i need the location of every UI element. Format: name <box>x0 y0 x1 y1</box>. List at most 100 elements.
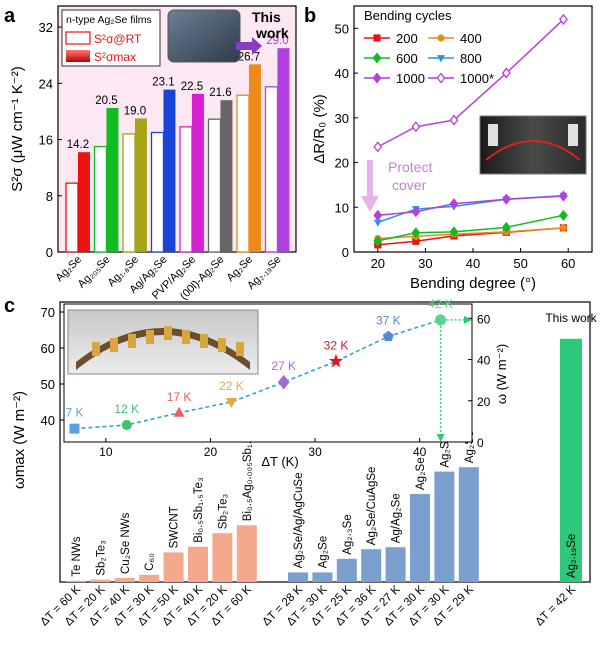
bar <box>139 574 160 582</box>
data-point <box>373 141 383 153</box>
bar <box>212 533 233 582</box>
data-point <box>412 237 420 245</box>
legend-label-rt: S²σ@RT <box>94 32 142 46</box>
inset-point-label: 37 K <box>376 313 401 327</box>
bar-rt <box>65 182 79 253</box>
inset-x-tick-label: 20 <box>204 445 218 459</box>
x-tick-label: 40 <box>466 256 480 271</box>
legend-title: n-type Ag₂Se films <box>66 14 152 26</box>
inset-x-tick-label: 30 <box>308 445 322 459</box>
data-point <box>449 198 459 210</box>
y-tick-label: 60 <box>41 341 55 356</box>
legend-label: 800 <box>460 51 482 66</box>
legend-marker <box>437 34 445 42</box>
data-point <box>373 235 383 247</box>
inset-point <box>121 420 132 431</box>
legend-marker <box>372 52 382 64</box>
data-point <box>559 190 568 202</box>
y-axis-label: S²σ (μW cm⁻¹ K⁻²) <box>9 66 26 191</box>
legend-label-max: S²σmax <box>94 50 136 64</box>
bar-rt <box>179 126 193 253</box>
y-tick-label: 0 <box>46 245 53 260</box>
data-point <box>449 226 459 238</box>
inset-y-tick-label: 20 <box>477 395 491 409</box>
y-tick-label: 24 <box>39 76 53 91</box>
this-work-label: This <box>252 9 281 25</box>
x-tick-label: 20 <box>371 256 385 271</box>
bar <box>458 467 479 582</box>
inset-point-label: 42 K <box>428 297 453 311</box>
data-point <box>501 67 511 79</box>
bar <box>188 546 208 582</box>
x-tick-label: Ag₂₀₅Se <box>76 254 113 291</box>
bar-label: Te NWs <box>71 536 83 577</box>
y-tick-label: 30 <box>335 111 349 126</box>
inset-y-tick-label: 60 <box>477 312 491 326</box>
bar <box>410 494 430 582</box>
data-point <box>373 219 382 227</box>
bar <box>288 572 308 582</box>
clamp-right <box>568 124 578 146</box>
bar <box>66 580 86 582</box>
legend-label: 1000* <box>460 71 494 86</box>
inset-point-label: 32 K <box>324 338 349 352</box>
inset-point <box>328 353 344 368</box>
bar-max <box>106 107 119 253</box>
device-leg <box>128 334 136 348</box>
data-point <box>411 121 421 133</box>
this-work-label: This work <box>545 311 597 325</box>
y-tick-label: 32 <box>39 20 53 35</box>
bar-max <box>277 48 290 252</box>
inset-point <box>382 330 394 342</box>
inset-x-axis-label: ΔT (K) <box>261 454 298 469</box>
inset-point-label: 7 K <box>65 406 83 420</box>
legend-title: Bending cycles <box>364 8 452 23</box>
y-tick-label: 0 <box>342 245 349 260</box>
inset-point-label: 17 K <box>167 390 192 404</box>
inset-x-tick-label: 40 <box>413 445 427 459</box>
legend-swatch-max <box>66 50 90 62</box>
bar-max <box>163 89 176 252</box>
device-leg <box>218 338 226 352</box>
panel-b-letter: b <box>304 5 316 27</box>
bar <box>114 578 135 582</box>
bar-value-label: 20.5 <box>95 95 117 107</box>
bar-rt <box>264 86 279 253</box>
guide-arrow-icon <box>436 434 445 442</box>
bar <box>90 579 111 582</box>
y-tick-label: 8 <box>46 189 53 204</box>
data-point <box>449 114 459 126</box>
device-leg <box>164 326 172 340</box>
bar-label: SWCNT <box>169 506 181 548</box>
bar-label: Ag₂.₃Se <box>342 514 354 554</box>
inset-point-label: 22 K <box>219 379 244 393</box>
legend-marker <box>373 34 381 42</box>
x-tick-label: 60 <box>561 256 575 271</box>
bar-rt <box>122 133 136 253</box>
arrow-icon <box>236 37 262 55</box>
bar-label: Ag₂.₁₉Se <box>566 534 578 578</box>
film-photo <box>167 9 241 63</box>
bar-max <box>134 118 147 252</box>
x-axis-label: Bending degree (°) <box>410 275 536 292</box>
device-leg <box>182 330 190 344</box>
legend-label: 400 <box>460 31 482 46</box>
y-tick-label: 50 <box>41 377 55 392</box>
y-tick-label: 70 <box>41 305 55 320</box>
device-leg <box>146 330 154 344</box>
panel-a-letter: a <box>4 5 16 27</box>
data-point <box>373 209 383 221</box>
y-tick-label: 40 <box>335 66 349 81</box>
data-point <box>559 13 568 25</box>
bar-label: Ag₂Se <box>439 435 451 468</box>
x-tick-label: 30 <box>418 256 432 271</box>
bar <box>312 572 333 582</box>
bar-max <box>191 93 204 252</box>
inset-y-axis-label: ω (W m⁻²) <box>494 344 509 404</box>
y-tick-label: 20 <box>335 156 349 171</box>
inset-point <box>69 423 80 434</box>
bar-label: C₆₀ <box>144 553 156 571</box>
protect-cover-annotation: cover <box>392 177 427 193</box>
panel-c-letter: c <box>4 295 15 317</box>
